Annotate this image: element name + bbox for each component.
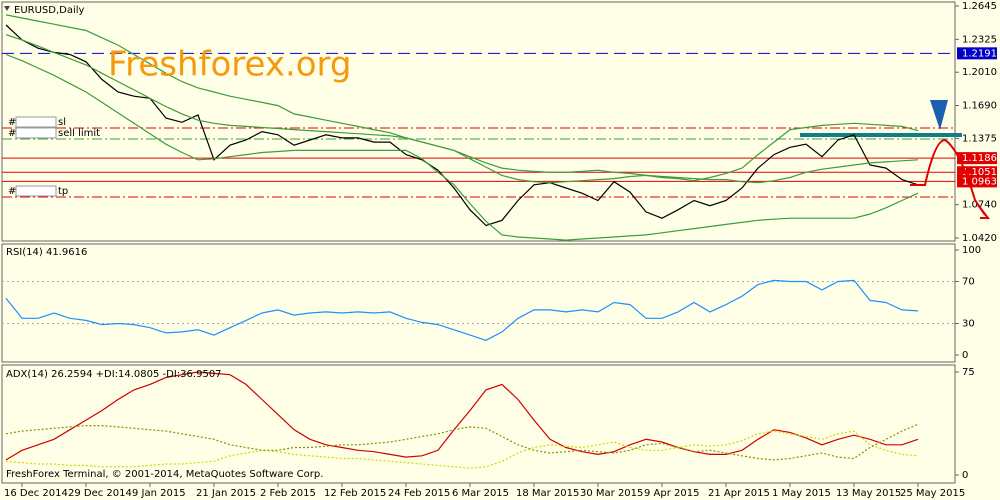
x-tick-label: 9 Jan 2015 — [132, 488, 186, 499]
y-tick-label: 1.2325 — [962, 34, 997, 45]
masked-id — [15, 127, 57, 139]
x-tick-label: 1 May 2015 — [772, 488, 831, 499]
order-name: sl — [58, 117, 66, 128]
x-tick-label: 13 May 2015 — [836, 488, 901, 499]
order-prefix: # — [8, 186, 16, 197]
adx-title: ADX(14) 26.2594 +DI:14.0805 -DI:36.9507 — [6, 369, 222, 380]
level-label: 1.2191 — [962, 48, 997, 59]
series-line — [5, 53, 919, 241]
x-tick-label: 21 Apr 2015 — [708, 488, 770, 499]
series-line — [5, 34, 919, 184]
forecast-arrow — [977, 204, 991, 219]
level-box — [957, 152, 997, 165]
footer: FreshForex Terminal, © 2001-2014, MetaQu… — [6, 469, 323, 480]
y-tick-label: 30 — [962, 319, 975, 330]
forecast-curve — [910, 138, 986, 216]
arrow-down — [930, 100, 948, 130]
level-label: 1.1051 — [962, 167, 997, 178]
series-line — [5, 24, 919, 227]
y-tick-label: 1.0420 — [962, 233, 997, 244]
order-prefix: # — [8, 117, 16, 128]
masked-id — [15, 116, 57, 128]
x-tick-label: 6 Mar 2015 — [452, 488, 509, 499]
y-tick-label: 0 — [962, 350, 968, 361]
x-tick-label: 2 Feb 2015 — [260, 488, 316, 499]
level-label: 1.1186 — [962, 153, 997, 164]
level-box — [957, 47, 997, 60]
x-tick-label: 16 Dec 2014 — [4, 488, 68, 499]
x-tick-label: 9 Apr 2015 — [644, 488, 699, 499]
order-name: sell limit — [58, 128, 100, 139]
x-tick-label: 18 Mar 2015 — [516, 488, 579, 499]
x-tick-label: 21 Jan 2015 — [196, 488, 256, 499]
order-prefix: # — [8, 128, 16, 139]
series-line — [5, 279, 919, 341]
order-name: tp — [58, 186, 68, 197]
y-tick-label: 0 — [962, 470, 968, 481]
series-line — [5, 423, 919, 461]
chart-title: EURUSD,Daily — [14, 5, 85, 16]
y-tick-label: 100 — [962, 245, 981, 256]
price-panel — [1, 1, 956, 242]
series-line — [5, 14, 919, 182]
series-line — [5, 430, 919, 469]
x-tick-label: 24 Feb 2015 — [388, 488, 450, 499]
watermark: Freshforex.org — [108, 45, 352, 85]
y-tick-label: 1.2010 — [962, 67, 997, 78]
rsi-title: RSI(14) 41.9616 — [6, 247, 87, 258]
y-tick-label: 70 — [962, 277, 975, 288]
y-tick-label: 1.1375 — [962, 133, 997, 144]
rsi-panel — [1, 243, 956, 363]
y-tick-label: 75 — [962, 367, 975, 378]
x-tick-label: 12 Feb 2015 — [324, 488, 386, 499]
y-tick-label: 1.2645 — [962, 1, 997, 12]
y-tick-label: 1.1690 — [962, 101, 997, 112]
level-label: 1.0963 — [962, 176, 997, 187]
x-tick-label: 29 Dec 2014 — [68, 488, 132, 499]
adx-panel — [1, 364, 956, 484]
series-line — [5, 371, 919, 461]
masked-id — [15, 185, 57, 197]
x-tick-label: 30 Mar 2015 — [580, 488, 643, 499]
x-tick-label: 25 May 2015 — [900, 488, 965, 499]
menu-icon — [4, 6, 10, 11]
